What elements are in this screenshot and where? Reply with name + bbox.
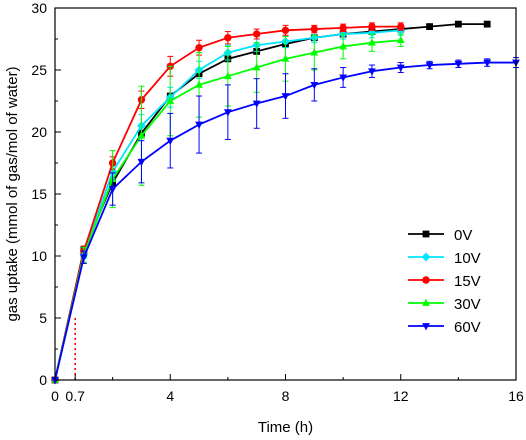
data-point (422, 323, 430, 331)
legend-label: 60V (454, 319, 481, 336)
legend-item-15v: 15V (408, 273, 481, 290)
data-point (339, 42, 348, 50)
data-point (195, 43, 203, 52)
data-point (79, 254, 88, 262)
data-point (483, 59, 492, 67)
data-point (396, 64, 405, 72)
y-tick-label: 5 (39, 310, 47, 326)
legend-label: 15V (454, 273, 481, 290)
legend: 0V 10V 15V 30V 60V (408, 227, 481, 336)
data-point (368, 22, 376, 31)
y-tick-label: 0 (39, 372, 47, 388)
x-tick-label: 4 (166, 388, 174, 404)
data-point (454, 20, 462, 28)
y-tick-label: 25 (31, 62, 47, 78)
x-tick-label: 8 (282, 388, 290, 404)
data-point (397, 22, 405, 31)
legend-item-30v: 30V (408, 296, 481, 313)
data-point (108, 186, 117, 194)
data-point (137, 158, 146, 167)
legend-item-0v: 0V (408, 227, 472, 244)
data-point (310, 48, 319, 56)
data-point (195, 121, 203, 129)
y-axis-title: gas uptake (mmol of gas/mol of water) (4, 66, 21, 321)
data-point (310, 81, 319, 90)
data-point (421, 252, 431, 262)
data-point (425, 62, 434, 70)
legend-item-60v: 60V (408, 319, 481, 336)
y-tick-label: 30 (31, 0, 47, 16)
legend-item-10v: 10V (408, 250, 481, 267)
series-60v (51, 57, 520, 385)
data-point (396, 35, 405, 44)
axes-layer: 0 0.7 4 8 12 16 0 5 10 15 20 25 30 (31, 0, 524, 404)
data-point (252, 63, 261, 71)
data-point (281, 54, 290, 62)
data-point (339, 74, 348, 82)
legend-label: 30V (454, 296, 481, 313)
series-layer (50, 20, 520, 385)
y-tick-label: 15 (31, 186, 47, 202)
data-point (422, 276, 430, 284)
x-tick-label: 0 (51, 388, 59, 404)
data-point (51, 377, 59, 385)
data-point (422, 298, 430, 306)
data-point (368, 68, 376, 76)
x-axis-title: Time (h) (258, 419, 313, 436)
data-point (223, 109, 232, 117)
data-point (252, 100, 261, 108)
data-point (166, 96, 175, 104)
y-tick-label: 20 (31, 124, 47, 140)
y-tick-label: 10 (31, 248, 47, 264)
data-point (137, 131, 146, 139)
data-point (483, 20, 491, 28)
data-point (281, 93, 290, 101)
data-point (426, 23, 433, 30)
x-tick-label: 0.7 (65, 388, 85, 404)
data-point (368, 38, 376, 46)
data-point (252, 30, 261, 38)
data-point (367, 28, 377, 38)
data-point (281, 26, 290, 35)
series-0v (51, 20, 491, 384)
x-tick-label: 16 (508, 388, 524, 404)
legend-label: 10V (454, 250, 481, 267)
legend-label: 0V (454, 227, 472, 244)
data-point (223, 71, 232, 80)
data-point (166, 137, 175, 146)
data-point (454, 60, 463, 69)
data-point (224, 34, 232, 42)
data-point (422, 230, 430, 238)
data-point (339, 24, 347, 32)
data-point (310, 25, 319, 33)
series-30v (51, 33, 405, 383)
x-tick-label: 12 (393, 388, 409, 404)
data-point (195, 80, 203, 88)
